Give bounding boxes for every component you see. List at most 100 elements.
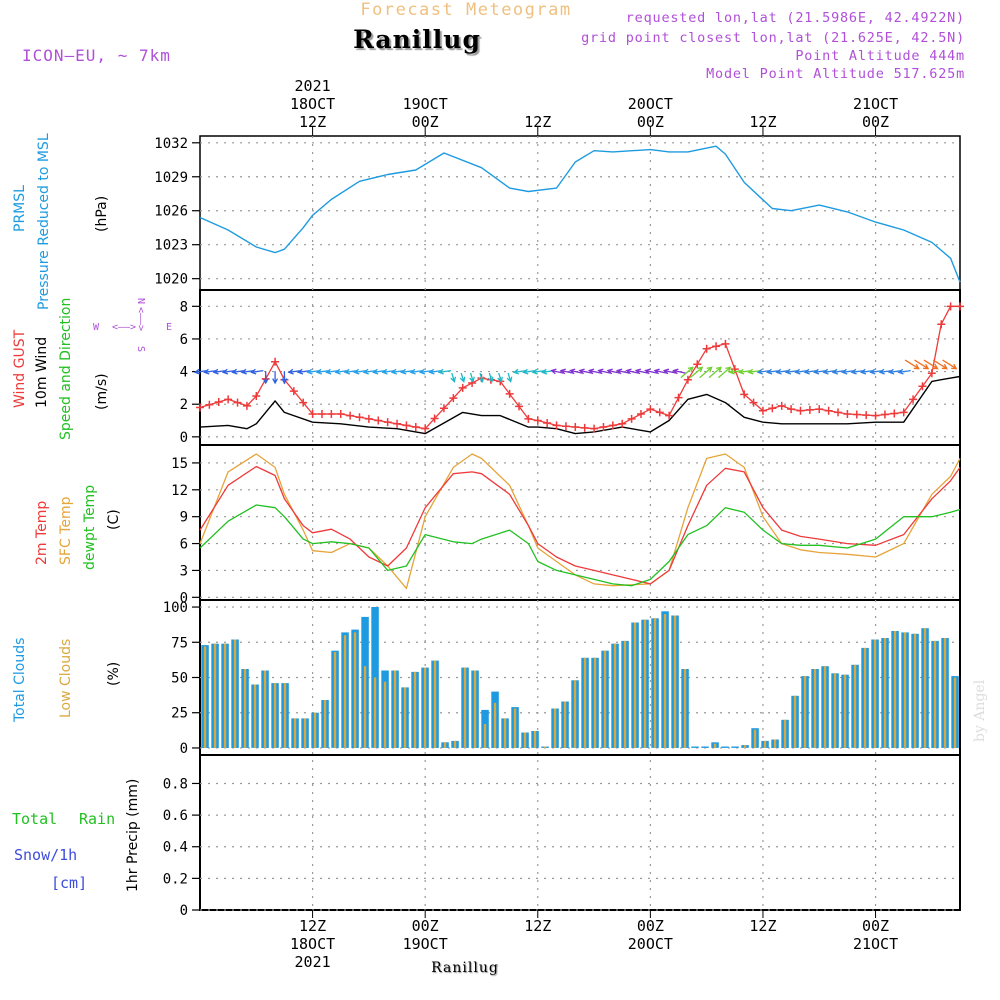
wind-direction-arrow	[497, 372, 503, 383]
gust-marker	[524, 414, 533, 423]
gust-marker	[233, 398, 242, 407]
gust-marker	[862, 411, 871, 420]
top-time-label: 20OCT	[628, 95, 673, 113]
wind-direction-arrow	[717, 366, 732, 379]
low-cloud-bar	[263, 670, 267, 748]
y-tick-label: 0.2	[163, 871, 188, 887]
wind-direction-arrow	[353, 368, 367, 375]
gust-marker	[927, 369, 936, 378]
bottom-time-label: 19OCT	[403, 935, 448, 953]
wind-direction-arrow	[597, 368, 611, 375]
gust-marker	[815, 405, 824, 414]
wind-direction-arrow	[578, 368, 592, 375]
low-cloud-bar	[223, 643, 227, 748]
wind-direction-arrow	[653, 368, 667, 375]
wind-direction-arrow	[203, 368, 217, 375]
gust-marker	[655, 408, 664, 417]
wind-direction-arrow	[250, 368, 264, 375]
gust-marker	[712, 342, 721, 351]
point-altitude: Point Altitude 444m	[795, 48, 965, 64]
label-hpa: (hPa)	[94, 196, 110, 232]
gust-marker	[946, 302, 955, 311]
wind-direction-arrow	[813, 368, 827, 375]
top-time-label: 12Z	[524, 113, 551, 131]
supertitle: Forecast Meteogram	[360, 0, 571, 20]
bottom-time-label: 21OCT	[853, 935, 898, 953]
gust-marker	[571, 423, 580, 432]
bottom-time-label: 18OCT	[290, 935, 335, 953]
wind-direction-arrow	[362, 368, 376, 375]
low-cloud-bar	[283, 683, 287, 748]
low-cloud-bar	[603, 650, 607, 748]
wind-direction-arrow	[296, 368, 311, 375]
chart-series	[193, 145, 964, 748]
station-title: Ranillug	[353, 25, 481, 54]
gust-marker	[383, 418, 392, 427]
y-tick-label: 0	[180, 903, 188, 919]
top-time-label: 21OCT	[853, 95, 898, 113]
y-tick-label: 8	[180, 299, 188, 315]
bottom-time-label: 20OCT	[628, 935, 673, 953]
wind-direction-arrow	[914, 359, 930, 370]
low-cloud-bar	[683, 669, 687, 748]
wind-direction-arrow	[315, 368, 330, 375]
low-cloud-bar	[793, 695, 797, 748]
label-total: Total	[12, 810, 57, 828]
y-tick-label: 1029	[154, 170, 188, 186]
wind-direction-arrow	[794, 368, 808, 375]
label-ms: (m/s)	[94, 373, 110, 410]
t2m-line	[199, 465, 961, 585]
wind-direction-arrow	[469, 372, 475, 383]
wind-direction-arrow	[372, 368, 386, 375]
gridpoint-coords: grid point closest lon,lat (21.625E, 42.…	[581, 30, 965, 46]
compass-we-arrow: <——>	[112, 322, 136, 333]
gust-marker	[214, 398, 223, 407]
low-cloud-bar	[953, 677, 957, 748]
label-speed-direction: Speed and Direction	[58, 298, 74, 440]
label-pressure-msl: Pressure Reduced to MSL	[36, 133, 52, 310]
gust-marker	[317, 410, 326, 418]
wind-direction-arrow	[859, 368, 874, 375]
gust-marker	[552, 421, 561, 430]
gust-marker	[289, 387, 298, 396]
wind-direction-arrow	[822, 368, 836, 375]
label-rain: Rain	[79, 810, 115, 828]
gust-marker	[777, 401, 786, 410]
y-tick-label: 6	[180, 332, 188, 348]
label-total-clouds: Total Clouds	[12, 638, 28, 723]
bottom-time-label: 12Z	[749, 917, 776, 935]
low-cloud-bar	[383, 681, 387, 748]
low-cloud-bar	[893, 631, 897, 748]
y-tick-label: 0	[180, 590, 188, 606]
y-tick-label: 0	[180, 741, 188, 757]
y-tick-label: 1023	[154, 238, 188, 254]
gust-marker	[871, 411, 880, 420]
gust-marker	[918, 382, 927, 391]
gust-marker	[561, 422, 570, 431]
gust-marker	[758, 406, 767, 415]
gust-marker	[308, 410, 317, 418]
low-cloud-bar	[923, 628, 927, 748]
wind-direction-arrow	[680, 366, 694, 379]
gust-marker	[374, 416, 383, 425]
low-cloud-bar	[583, 657, 587, 748]
bottom-time-label: 2021	[295, 953, 331, 971]
gust-marker	[439, 404, 448, 413]
wind-direction-arrow	[478, 372, 485, 383]
label-prmsl: PRMSL	[12, 185, 28, 232]
wind-direction-arrow	[708, 366, 722, 379]
credit-watermark: by Angel	[972, 679, 988, 742]
gust-marker	[834, 408, 843, 417]
wind-direction-arrow	[747, 368, 761, 375]
wind-direction-arrow	[450, 372, 457, 383]
low-cloud-bar	[433, 660, 437, 748]
low-cloud-bar	[713, 743, 717, 748]
gust-marker	[956, 302, 964, 311]
wind-direction-arrow	[689, 366, 704, 379]
wind-direction-arrow	[418, 368, 433, 375]
sfc-temp-line	[199, 453, 961, 590]
low-cloud-bar	[273, 683, 277, 748]
requested-coords: requested lon,lat (21.5986E, 42.4922N)	[626, 10, 965, 26]
